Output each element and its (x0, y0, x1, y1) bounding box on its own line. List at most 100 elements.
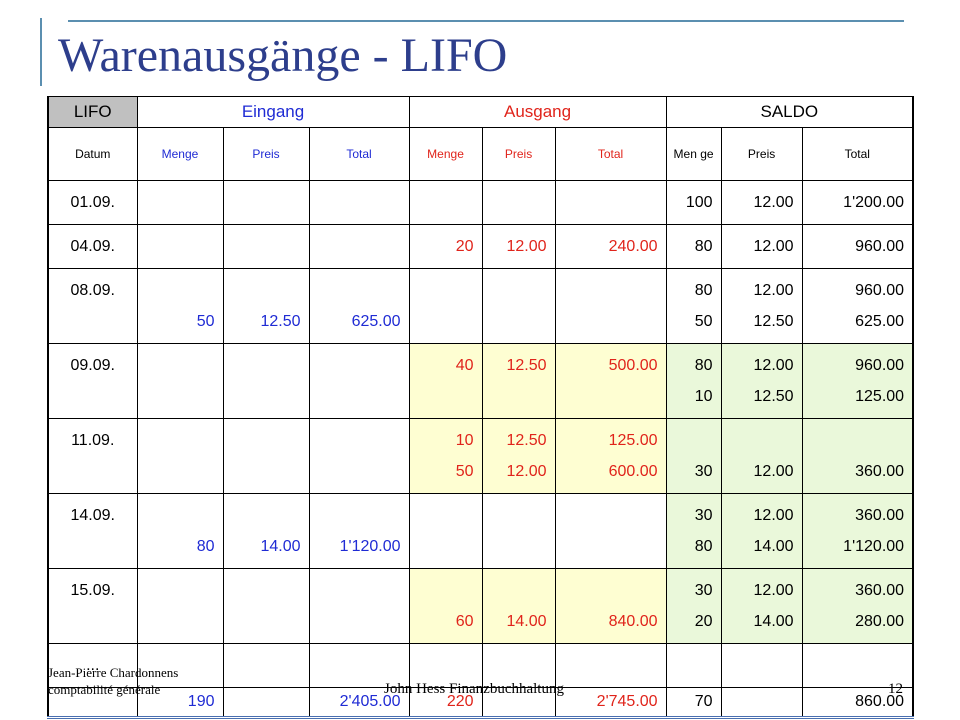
cell-value: 280.00 (855, 613, 905, 630)
cell-value (418, 500, 474, 531)
cell-saldo-price: 12.00 (720, 224, 803, 269)
subheader-in-total: Total (308, 127, 410, 181)
cell-out-price (481, 643, 556, 688)
slide-title: Warenausgänge - LIFO (58, 29, 508, 82)
cell-value (146, 425, 215, 456)
cell-out-price: 12.50 (481, 343, 556, 419)
cell-value: 625.00 (855, 313, 905, 330)
cell-in-total (308, 418, 410, 494)
cell-saldo-total: 360.00 (801, 418, 915, 494)
cell-out-price: 14.00 (481, 568, 556, 644)
cell-value (232, 187, 301, 218)
cell-value: 360.00 (855, 582, 905, 599)
total-saldo-total: 860.00 (801, 687, 915, 719)
total-empty (222, 687, 310, 719)
cell-value (318, 500, 401, 531)
cell-in-total (308, 180, 410, 225)
subheader-saldo-preis: Preis (720, 127, 803, 181)
cell-value (232, 650, 301, 681)
decorative-vertical-line (40, 18, 42, 86)
footer-author: Jean-Pierre Chardonnens comptabilité gén… (48, 664, 178, 698)
cell-value: 600.00 (608, 463, 658, 480)
cell-in-price (222, 180, 310, 225)
cell-value (564, 650, 658, 681)
cell-saldo-total: 960.00 125.00 (801, 343, 915, 419)
subheader-saldo-total: Total (801, 127, 915, 181)
cell-value: 960.00 (855, 282, 905, 299)
cell-in-total: 625.00 (308, 268, 410, 344)
cell-value: 50 (196, 313, 215, 330)
cell-value: 1'120.00 (843, 538, 905, 555)
cell-value (675, 425, 713, 456)
cell-saldo-qty: 30 80 (665, 493, 722, 569)
cell-in-price (222, 418, 310, 494)
table-row: 09.09. 40 12.50 500.00 80 10 12.00 12.50 960.00… (47, 343, 915, 419)
cell-saldo-total: 360.00 1'120.00 (801, 493, 915, 569)
cell-value (318, 275, 401, 306)
cell-value: 12.00 (506, 463, 547, 480)
cell-in-price: 14.00 (222, 493, 310, 569)
cell-out-total: 240.00 (554, 224, 667, 269)
cell-saldo-qty: 80 50 (665, 268, 722, 344)
cell-out-qty: 40 (408, 343, 483, 419)
table-row: 08.09. 50 12.50 625.00 80 50 12.00 12.50 960… (47, 268, 915, 344)
page-number: 12 (888, 681, 903, 697)
cell-value (491, 575, 547, 606)
cell-value: 625.00 (351, 313, 401, 330)
cell-in-price (222, 343, 310, 419)
cell-value: 30 (694, 582, 713, 599)
cell-value: 14.00 (753, 538, 794, 555)
total-out-qty: 220 (408, 687, 483, 719)
cell-in-qty (136, 568, 224, 644)
cell-out-qty: 10 50 (408, 418, 483, 494)
row-date: 01.09. (47, 180, 138, 225)
cell-value: 12.00 (506, 238, 547, 255)
table-row: 15.09. 60 14.00 840.00 30 20 12.00 14.00 360.… (47, 568, 915, 644)
cell-saldo-qty: 30 20 (665, 568, 722, 644)
subheader-in-menge: Menge (136, 127, 224, 181)
header-group-row: LIFO Eingang Ausgang SALDO (47, 96, 915, 128)
cell-value: 12.00 (753, 463, 794, 480)
cell-in-qty: 80 (136, 493, 224, 569)
row-date: 09.09. (47, 343, 138, 419)
cell-value (232, 231, 301, 262)
cell-value (811, 650, 905, 681)
total-out-total: 2'745.00 (554, 687, 667, 719)
cell-saldo-total (801, 643, 915, 688)
cell-value: 500.00 (608, 357, 658, 374)
cell-value: 12.00 (753, 507, 794, 524)
cell-value (146, 575, 215, 606)
cell-saldo-price: 12.00 12.50 (720, 343, 803, 419)
cell-value (318, 650, 401, 681)
cell-value: 80 (694, 238, 713, 255)
cell-value (491, 275, 547, 306)
cell-value (232, 350, 301, 381)
row-date: 04.09. (47, 224, 138, 269)
cell-value (318, 350, 401, 381)
subheader-out-menge: Menge (408, 127, 483, 181)
cell-value (146, 275, 215, 306)
cell-value (564, 575, 658, 606)
cell-in-qty (136, 180, 224, 225)
cell-value (730, 650, 794, 681)
cell-saldo-qty: 100 (665, 180, 722, 225)
cell-saldo-qty: 80 10 (665, 343, 722, 419)
cell-out-total: 500.00 (554, 343, 667, 419)
cell-value (232, 425, 301, 456)
cell-saldo-price: 12.00 14.00 (720, 493, 803, 569)
header-saldo: SALDO (665, 96, 915, 128)
cell-in-price (222, 643, 310, 688)
cell-value: 125.00 (608, 432, 658, 449)
cell-saldo-price: 12.00 14.00 (720, 568, 803, 644)
table-row: 14.09. 80 14.00 1'120.00 30 80 12.00 14.00 3… (47, 493, 915, 569)
cell-in-total (308, 568, 410, 644)
cell-saldo-qty (665, 643, 722, 688)
cell-value (491, 650, 547, 681)
cell-value (564, 275, 658, 306)
cell-out-price (481, 268, 556, 344)
cell-saldo-total: 1'200.00 (801, 180, 915, 225)
cell-value: 80 (694, 282, 713, 299)
cell-value: 12.00 (753, 282, 794, 299)
cell-saldo-price: 12.00 (720, 180, 803, 225)
cell-value: 20 (694, 613, 713, 630)
